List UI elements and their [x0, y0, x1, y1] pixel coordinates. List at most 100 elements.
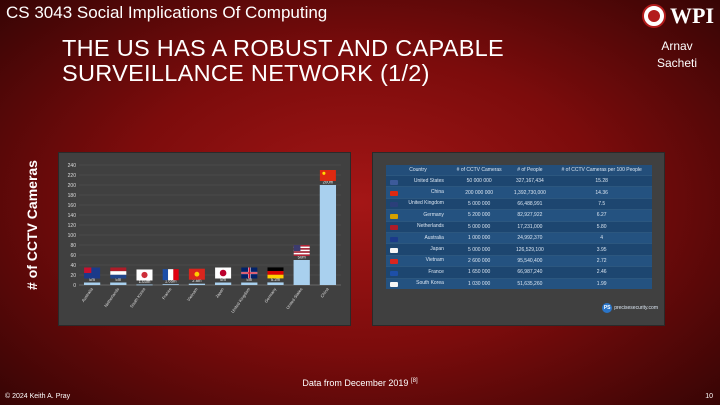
country-name: Japan — [430, 246, 444, 253]
cameras-cell: 1 650 000 — [449, 266, 509, 279]
bar-data-label: 5.2m — [271, 277, 281, 282]
per-100-cell: 5.80 — [551, 220, 652, 233]
country-cell: United Kingdom — [386, 197, 450, 210]
bar-germany — [267, 282, 284, 285]
x-tick-label: France — [161, 286, 173, 300]
country-name: South Korea — [416, 280, 444, 287]
x-tick-label: United Kingdom — [230, 286, 251, 314]
bar-united-kingdom — [241, 282, 258, 285]
source-logo: PS precisesecurity.com — [602, 303, 658, 313]
country-flag-icon — [390, 213, 398, 219]
slide-title-line1: THE US HAS A ROBUST AND CAPABLE — [62, 35, 505, 61]
y-tick-label: 240 — [68, 163, 77, 169]
y-tick-label: 60 — [70, 253, 76, 259]
x-tick-label: South Korea — [129, 286, 147, 308]
table-header-cell: # of CCTV Cameras per 100 People — [551, 165, 652, 176]
bar-united-states — [293, 260, 310, 285]
cctv-bar-chart: 0 20 40 60 80 100 120 140 160 180 200 220 240 5m Austr… — [68, 163, 341, 314]
table-row: Germany 5 200 000 82,927,922 6.27 — [386, 209, 652, 222]
bar-china — [319, 185, 337, 285]
y-axis-label: # of CCTV Cameras — [24, 160, 40, 290]
author-last-name: Sacheti — [656, 56, 698, 70]
table-row: United States 50 000 000 327,167,434 15.28 — [386, 174, 652, 187]
country-name: France — [428, 268, 444, 275]
cameras-cell: 5 000 000 — [449, 197, 509, 210]
vietnam-flag-icon — [188, 268, 205, 280]
bar-data-label: 5m — [220, 277, 226, 282]
y-tick-label: 0 — [73, 283, 76, 289]
people-cell: 66,488,991 — [508, 197, 552, 210]
per-100-cell: 1.99 — [551, 277, 652, 289]
japan-flag-icon — [215, 267, 232, 279]
table-header-cell: # of CCTV Cameras — [449, 165, 509, 176]
people-cell: 66,987,240 — [508, 266, 552, 279]
copyright: © 2024 Keith A. Pray — [5, 393, 71, 400]
x-tick-label: United States — [285, 287, 304, 310]
country-name: Netherlands — [416, 223, 444, 230]
australia-flag-icon — [84, 267, 101, 279]
y-tick-label: 100 — [68, 233, 77, 239]
y-tick-label: 20 — [70, 273, 76, 279]
country-name: Vietnam — [425, 257, 444, 264]
source-name: precisesecurity.com — [614, 305, 658, 311]
country-cell: Germany — [386, 209, 450, 222]
per-100-cell: 6.27 — [551, 209, 652, 222]
y-tick-label: 140 — [68, 213, 77, 219]
south-korea-flag-icon — [136, 269, 153, 281]
slide-title: THE US HAS A ROBUST AND CAPABLE SURVEILL… — [62, 36, 622, 86]
country-cell: Netherlands — [386, 220, 450, 233]
country-cell: China — [386, 186, 450, 199]
y-tick-label: 220 — [68, 173, 77, 179]
y-tick-label: 160 — [68, 203, 77, 209]
table-header-row: Country # of CCTV Cameras # of People # of … — [386, 165, 652, 176]
people-cell: 327,167,434 — [508, 174, 552, 187]
country-flag-icon — [390, 179, 398, 185]
per-100-cell: 3.95 — [551, 243, 652, 256]
cctv-table: Country # of CCTV Cameras # of People # of … — [386, 165, 652, 289]
table-row: South Korea 1 030 000 51,635,260 1.99 — [386, 277, 652, 289]
author: Arnav Sacheti — [642, 38, 712, 72]
country-flag-icon — [390, 282, 398, 288]
per-100-cell: 15.28 — [551, 174, 652, 187]
course-title: CS 3043 Social Implications Of Computing — [6, 3, 328, 22]
per-100-cell: 2.72 — [551, 254, 652, 267]
source-logo-icon: PS — [602, 303, 613, 313]
people-cell: 95,540,400 — [508, 254, 552, 267]
slide-title-line2: SURVEILLANCE NETWORK (1/2) — [62, 60, 430, 86]
table-row: Netherlands 5 000 000 17,231,000 5.80 — [386, 220, 652, 233]
wpi-logo-text: WPI — [670, 3, 714, 28]
country-name: China — [430, 189, 444, 196]
country-cell: France — [386, 266, 450, 279]
per-100-cell: 2.46 — [551, 266, 652, 279]
country-cell: United States — [386, 174, 450, 187]
country-name: United States — [413, 177, 444, 184]
bar-data-label: 50m — [298, 255, 307, 260]
per-100-cell: 14.36 — [551, 186, 652, 199]
table-row: Japan 5 000 000 126,529,100 3.95 — [386, 243, 652, 256]
cameras-cell: 5 000 000 — [449, 243, 509, 256]
y-tick-label: 200 — [68, 183, 77, 189]
country-flag-icon — [390, 191, 398, 197]
country-name: United Kingdom — [408, 200, 444, 207]
caption-text: Data from December 2019 — [302, 378, 409, 388]
wpi-seal-icon — [642, 4, 666, 28]
x-tick-label: Australia — [80, 286, 94, 303]
people-cell: 51,635,260 — [508, 277, 552, 289]
people-cell: 24,992,370 — [508, 231, 552, 244]
bar-data-label: 200m — [323, 180, 334, 185]
people-cell: 82,927,922 — [508, 209, 552, 222]
x-tick-label: Germany — [263, 286, 277, 304]
per-100-cell: 7.5 — [551, 197, 652, 210]
country-flag-icon — [390, 248, 398, 254]
uk-flag-icon — [241, 267, 258, 279]
people-cell: 126,529,100 — [508, 243, 552, 256]
country-flag-icon — [390, 259, 398, 265]
data-caption: Data from December 2019 [8] — [0, 378, 720, 388]
country-name: Germany — [423, 211, 444, 218]
country-cell: Vietnam — [386, 254, 450, 267]
usa-flag-icon — [293, 245, 310, 256]
author-first-name: Arnav — [661, 39, 693, 53]
table-row: Australia 1 000 000 24,992,370 4 — [386, 231, 652, 244]
country-name: Australia — [424, 234, 444, 241]
cameras-cell: 5 000 000 — [449, 220, 509, 233]
